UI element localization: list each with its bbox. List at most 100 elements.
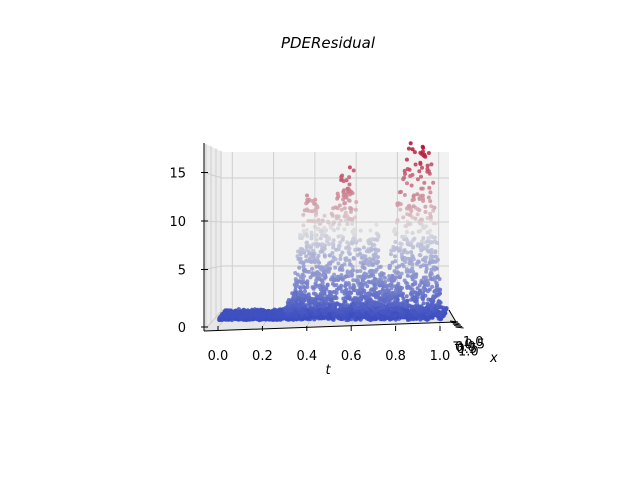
scatter-point	[429, 233, 433, 238]
scatter-point	[306, 219, 311, 223]
scatter-point	[413, 162, 418, 167]
scatter-point	[399, 242, 404, 247]
scatter-point	[318, 273, 323, 277]
scatter-point	[298, 246, 303, 251]
scatter-point	[426, 302, 431, 307]
scatter-point	[314, 233, 319, 238]
t-axis-label: t	[325, 363, 331, 378]
scatter-point	[304, 254, 309, 259]
x-axis-line	[448, 309, 457, 323]
scatter-point	[320, 289, 325, 294]
scatter-point	[341, 197, 346, 202]
scatter-point	[394, 232, 399, 236]
scatter-point	[304, 240, 309, 245]
scatter-point	[429, 204, 434, 209]
scatter-point	[411, 257, 416, 262]
scatter-point	[351, 268, 356, 273]
scatter-point	[341, 193, 346, 198]
scatter-point	[405, 281, 410, 286]
scatter-point	[401, 296, 406, 301]
scatter-point	[312, 259, 316, 264]
x-tick-mark	[449, 320, 459, 323]
scatter-point	[314, 237, 319, 242]
scatter-point	[347, 165, 352, 170]
scatter-point	[402, 234, 407, 239]
scatter-point	[310, 209, 315, 214]
scatter-point	[304, 269, 309, 274]
scatter-point	[347, 282, 352, 287]
scatter-point	[322, 303, 327, 308]
scatter-point	[408, 141, 413, 146]
t-tick-label: 1.0	[430, 349, 451, 364]
scatter-point	[376, 277, 381, 282]
scatter-point	[343, 281, 348, 285]
scatter-point	[411, 309, 416, 314]
t-tick-label: 0.8	[385, 349, 406, 364]
scatter-point	[368, 228, 373, 233]
z-tick-label: 15	[169, 167, 186, 182]
scatter-point	[415, 177, 420, 182]
scatter-point	[411, 204, 416, 209]
scatter-point	[404, 157, 409, 162]
scatter-point	[351, 278, 356, 283]
scatter-point	[286, 298, 291, 302]
scatter-point	[338, 257, 343, 261]
scatter-point	[298, 289, 303, 294]
scatter-point	[301, 284, 306, 289]
scatter-point	[340, 263, 344, 268]
scatter-point	[395, 218, 400, 223]
scatter-point	[346, 249, 351, 254]
scatter-point	[402, 193, 407, 197]
t-tick-label: 0.2	[252, 349, 273, 364]
scatter-point	[411, 244, 416, 249]
scatter-point	[431, 221, 436, 226]
scatter-point	[425, 166, 430, 171]
scatter-point	[314, 241, 319, 246]
scatter-point	[372, 289, 377, 293]
scatter-point	[348, 206, 353, 211]
scatter-point	[342, 201, 347, 206]
scatter-point	[393, 254, 397, 259]
scatter-point	[417, 169, 422, 174]
scatter-point	[416, 242, 421, 246]
scatter-point	[335, 191, 340, 196]
scatter-point	[311, 242, 316, 247]
scatter-point	[356, 274, 361, 279]
scatter-point	[322, 230, 327, 235]
scatter-point	[388, 263, 393, 268]
scatter-point	[278, 307, 283, 312]
scatter-point	[344, 246, 349, 250]
scatter-point	[338, 218, 343, 223]
scatter-point	[389, 277, 394, 282]
scatter-point	[404, 294, 409, 299]
scatter-point	[410, 215, 415, 220]
scatter-point	[382, 275, 387, 280]
scatter-point	[244, 309, 250, 314]
scatter-point	[324, 287, 329, 292]
scatter-point	[374, 222, 379, 227]
scatter-point	[425, 216, 430, 221]
scatter-point	[313, 224, 317, 229]
scatter-point	[393, 259, 398, 264]
scatter-point	[320, 242, 325, 247]
scatter-point	[309, 236, 314, 241]
scatter-point	[419, 278, 424, 283]
scatter-point	[345, 240, 350, 245]
scatter-point	[307, 243, 312, 248]
scatter-point	[431, 180, 436, 185]
t-tick-label: 0.6	[341, 349, 362, 364]
scatter-point	[221, 311, 227, 316]
scatter-point	[348, 270, 353, 275]
scatter-point	[319, 316, 324, 321]
scatter-point	[317, 303, 321, 308]
scatter-point	[421, 145, 426, 150]
scatter-point	[418, 160, 423, 165]
scatter-point	[419, 174, 423, 179]
scatter-point	[428, 211, 433, 216]
scatter-point	[401, 264, 406, 269]
scatter-point	[301, 229, 306, 233]
scatter-point	[435, 257, 440, 262]
scatter-point	[428, 228, 433, 233]
scatter-point	[352, 297, 357, 302]
scatter-point	[305, 285, 310, 289]
